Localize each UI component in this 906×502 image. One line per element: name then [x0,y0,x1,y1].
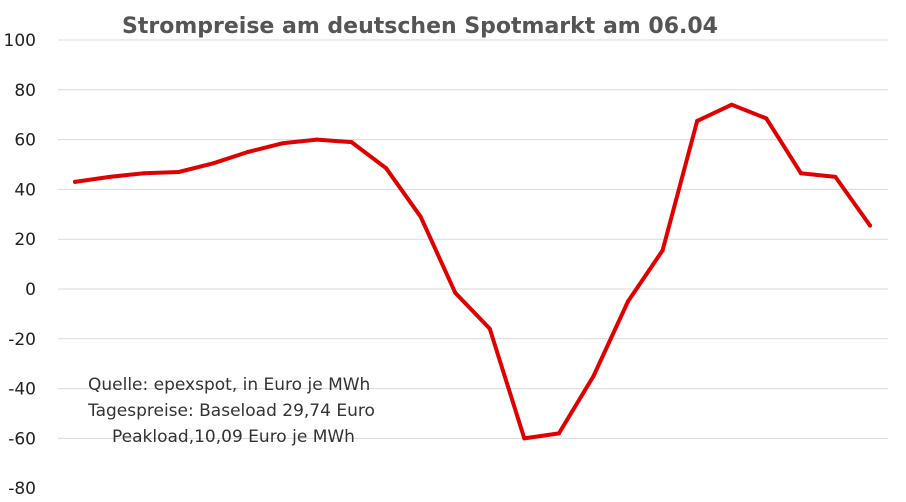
y-axis-tick-labels: 100 80 60 40 20 0 -20 -40 -60 -80 [4,31,36,499]
data-point [280,141,285,146]
data-point [764,116,769,121]
y-tick-label: 0 [25,280,36,300]
data-point [729,102,734,107]
data-point [142,171,147,176]
data-point [453,290,458,295]
y-tick-label: -60 [8,429,36,449]
y-tick-label: 40 [14,180,36,200]
peakload-line: Peakload,10,09 Euro je MWh [112,427,355,447]
y-tick-label: 60 [14,131,36,151]
gridlines [58,39,888,439]
y-tick-label: -20 [8,330,36,350]
data-point [314,137,319,142]
source-line: Quelle: epexspot, in Euro je MWh [88,375,371,395]
y-tick-label: -80 [8,479,36,499]
data-point [487,326,492,331]
data-point [107,174,112,179]
y-tick-label: 20 [14,230,36,250]
data-point [591,374,596,379]
chart-title: Strompreise am deutschen Spotmarkt am 06… [122,14,718,39]
data-point [418,214,423,219]
y-tick-label: -40 [8,380,36,400]
series-line [73,102,872,441]
data-point [176,169,181,174]
data-point [695,118,700,123]
source-note: Quelle: epexspot, in Euro je MWh Tagespr… [72,372,512,450]
data-point [349,140,354,145]
data-point [211,161,216,166]
data-point [384,166,389,171]
data-point [73,179,77,184]
y-tick-label: 100 [4,31,36,51]
data-point [626,299,631,304]
data-point [522,436,527,441]
data-point [245,150,250,155]
data-point [798,171,803,176]
data-point [660,248,665,253]
data-point [556,431,561,436]
data-point [833,174,838,179]
y-tick-label: 80 [14,81,36,101]
data-point [868,223,872,228]
baseload-line: Tagespreise: Baseload 29,74 Euro [88,401,375,421]
series-group [73,102,872,441]
